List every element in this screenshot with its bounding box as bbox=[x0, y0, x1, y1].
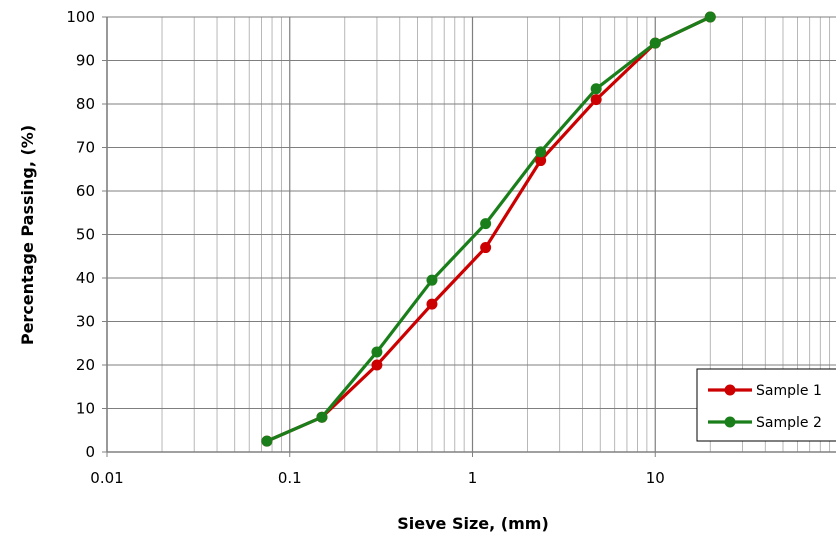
x-tick-label: 0.1 bbox=[278, 469, 302, 487]
y-tick-label: 20 bbox=[76, 356, 95, 374]
x-axis-title: Sieve Size, (mm) bbox=[397, 514, 549, 533]
legend-label: Sample 1 bbox=[756, 383, 822, 399]
y-axis-title: Percentage Passing, (%) bbox=[18, 125, 37, 345]
x-tick-label: 0.01 bbox=[90, 469, 123, 487]
data-point bbox=[261, 435, 273, 447]
y-tick-label: 90 bbox=[76, 52, 95, 70]
data-point bbox=[535, 146, 547, 158]
data-point bbox=[704, 11, 716, 23]
series-line bbox=[266, 15, 711, 443]
legend: Sample 1 Sample 2 bbox=[696, 368, 836, 442]
data-point bbox=[590, 94, 602, 106]
data-point bbox=[426, 274, 438, 286]
x-tick-label: 1 bbox=[468, 469, 478, 487]
y-tick-label: 50 bbox=[76, 226, 95, 244]
data-point bbox=[426, 298, 438, 310]
y-tick-label: 80 bbox=[76, 95, 95, 113]
y-tick-label: 60 bbox=[76, 182, 95, 200]
data-point bbox=[316, 411, 328, 423]
series-layer bbox=[261, 11, 716, 447]
data-point bbox=[590, 83, 602, 95]
y-tick-label: 100 bbox=[66, 8, 95, 26]
data-point bbox=[535, 155, 547, 167]
data-point bbox=[480, 218, 492, 230]
legend-swatch-marker bbox=[724, 384, 736, 396]
axis-layer: 0 10 20 30 40 50 60 70 80 90 100 0.01 0.1 1 10 bbox=[66, 8, 836, 487]
y-tick-label: 40 bbox=[76, 269, 95, 287]
data-point bbox=[371, 346, 383, 358]
data-point bbox=[649, 37, 661, 49]
y-tick-label: 10 bbox=[76, 400, 95, 418]
legend-box bbox=[696, 368, 836, 442]
legend-swatch-marker bbox=[724, 416, 736, 428]
x-tick-label: 10 bbox=[646, 469, 665, 487]
data-point bbox=[371, 359, 383, 371]
series-line bbox=[266, 15, 711, 443]
y-tick-label: 0 bbox=[85, 443, 95, 461]
y-tick-label: 30 bbox=[76, 313, 95, 331]
y-tick-label: 70 bbox=[76, 139, 95, 157]
legend-label: Sample 2 bbox=[756, 415, 822, 431]
data-point bbox=[480, 242, 492, 254]
